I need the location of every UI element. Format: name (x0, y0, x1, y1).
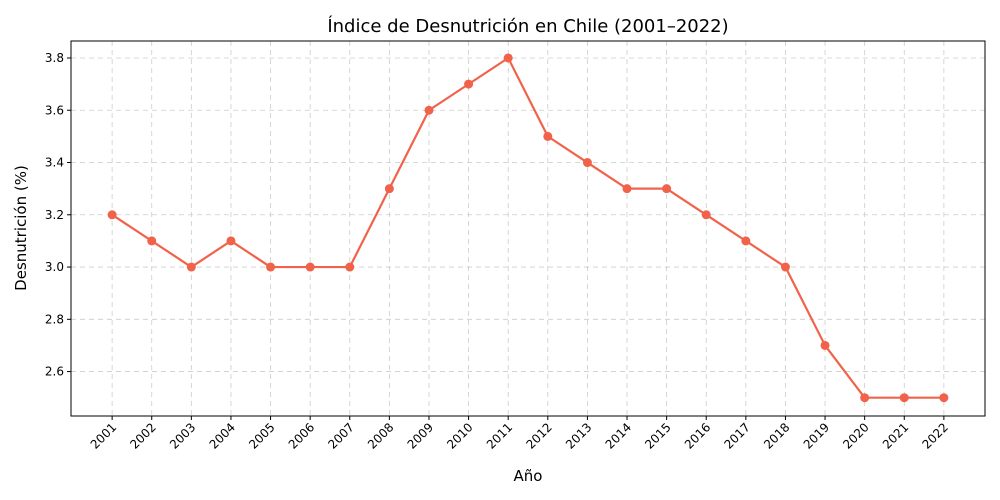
chart-title: Índice de Desnutrición en Chile (2001–20… (327, 15, 728, 37)
series (107, 53, 949, 403)
data-point (780, 262, 790, 272)
data-point (464, 79, 474, 89)
series-line (111, 56, 944, 399)
x-tick-label: 2007 (325, 420, 356, 451)
y-axis-label: Desnutrición (%) (12, 165, 30, 291)
data-point (582, 158, 592, 168)
x-tick-label: 2020 (840, 420, 871, 451)
data-point (107, 210, 117, 220)
y-tick-label: 3.0 (45, 260, 64, 274)
y-tick-label: 3.6 (45, 103, 64, 117)
x-tick-label: 2019 (801, 420, 832, 451)
data-point (820, 340, 830, 350)
data-point (662, 184, 672, 194)
x-tick-label: 2016 (682, 420, 713, 451)
data-point (305, 262, 315, 272)
x-tick-label: 2011 (484, 420, 515, 451)
data-point (226, 236, 236, 246)
x-tick-label: 2005 (246, 420, 277, 451)
data-point (543, 131, 553, 141)
data-point (622, 184, 632, 194)
data-point (701, 210, 711, 220)
y-tick-label: 2.8 (45, 312, 64, 326)
x-tick-label: 2012 (523, 420, 554, 451)
plot-frame (70, 40, 986, 417)
y-tick-label: 3.8 (45, 51, 64, 65)
x-tick-label: 2006 (286, 420, 317, 451)
y-tick-label: 3.4 (45, 156, 64, 170)
x-tick-label: 2014 (603, 420, 634, 451)
y-axis: 2.6 2.8 3.0 3.2 3.4 3.6 3.8 (45, 51, 71, 379)
x-tick-label: 2021 (880, 420, 911, 451)
x-tick-label: 2013 (563, 420, 594, 451)
x-axis-label: Año (514, 467, 543, 485)
data-point (741, 236, 751, 246)
x-tick-label: 2008 (365, 420, 396, 451)
data-point (899, 393, 909, 403)
data-point (147, 236, 157, 246)
x-tick-label: 2015 (642, 420, 673, 451)
x-tick-label: 2003 (167, 420, 198, 451)
data-point (266, 262, 276, 272)
data-point (939, 393, 949, 403)
x-tick-label: 2010 (444, 420, 475, 451)
y-tick-label: 3.2 (45, 208, 64, 222)
y-tick-label: 2.6 (45, 365, 64, 379)
x-tick-label: 2022 (919, 420, 950, 451)
data-point (424, 105, 434, 115)
data-point (503, 53, 513, 63)
x-axis: 2001 2002 2003 2004 2005 2006 2007 2008 2009 2010… (88, 416, 951, 452)
x-tick-label: 2001 (88, 420, 119, 451)
data-point (384, 184, 394, 194)
x-tick-label: 2009 (405, 420, 436, 451)
data-point (860, 393, 870, 403)
x-tick-label: 2018 (761, 420, 792, 451)
x-tick-label: 2002 (127, 420, 158, 451)
x-tick-label: 2017 (721, 420, 752, 451)
x-tick-label: 2004 (207, 420, 238, 451)
data-point (345, 262, 355, 272)
data-point (186, 262, 196, 272)
